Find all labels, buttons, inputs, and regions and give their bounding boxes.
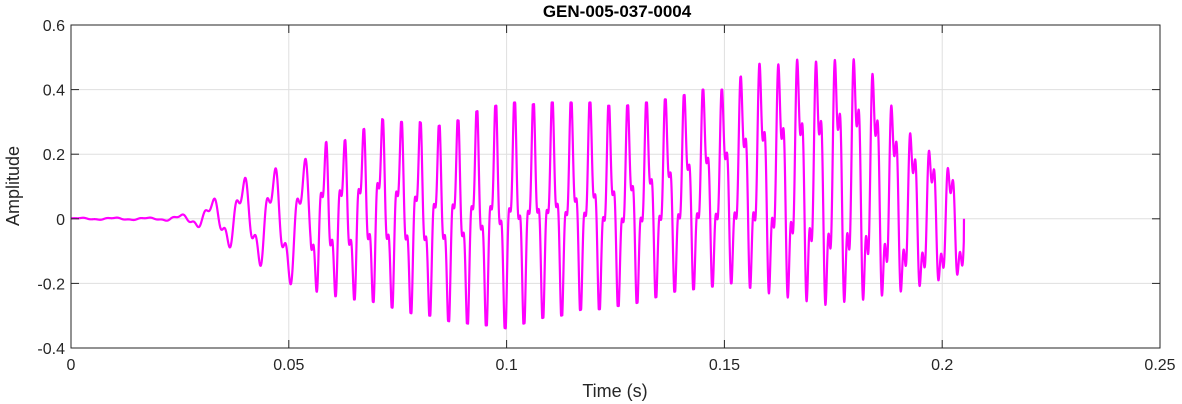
chart-title: GEN-005-037-0004 [543,2,692,21]
plot-frame [70,24,1161,349]
y-tick-label: -0.2 [37,276,65,293]
waveform-line [70,58,966,330]
data-layer [70,58,966,330]
x-tick-label: 0.25 [1144,357,1175,374]
x-tick-label: 0.05 [273,357,304,374]
y-tick-label: 0.2 [43,147,65,164]
tick-layer: 0 0.05 0.1 0.15 0.2 0.25 -0.4 -0.2 0 0.2 0.4 0.6 [37,18,1175,374]
y-tick-label: 0.6 [43,18,65,35]
x-tick-label: 0.1 [495,357,517,374]
y-tick-label: 0.4 [43,83,65,100]
y-axis-label: Amplitude [3,146,23,226]
x-axis-label: Time (s) [582,381,647,401]
y-tick-label: 0 [56,212,65,229]
x-tick-label: 0.15 [709,357,740,374]
x-tick-label: 0.2 [931,357,953,374]
x-tick-label: 0 [67,357,76,374]
plot-area [71,25,1160,348]
y-tick-label: -0.4 [37,341,65,358]
